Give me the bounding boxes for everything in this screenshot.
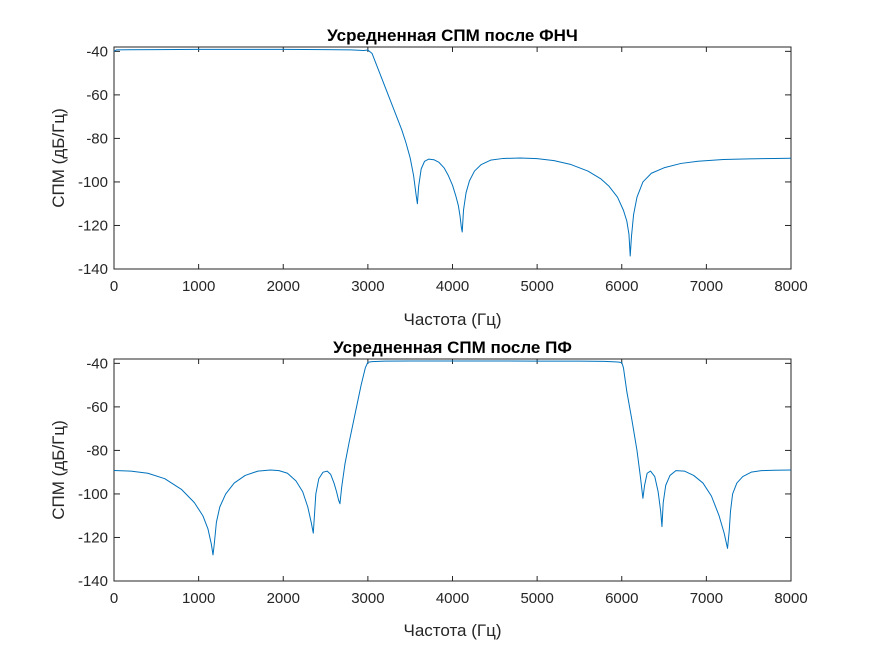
x-tick-label: 1000: [182, 278, 215, 295]
y-tick-label: -100: [78, 174, 108, 191]
lowpass-psd-plot: 0 1000 2000 3000 4000 5000 6000 7000 8000 -40 -60 -…: [49, 26, 808, 329]
x-tick-label: 0: [110, 278, 118, 295]
x-tick-label: 2000: [267, 590, 300, 607]
x-axis-label: Частота (Гц): [404, 310, 502, 329]
plot-area: [113, 358, 792, 582]
x-tick-label: 5000: [520, 278, 553, 295]
y-axis-label: СПМ (дБ/Гц): [49, 108, 68, 207]
x-tick-label: 0: [110, 590, 118, 607]
x-tick-label: 8000: [774, 590, 807, 607]
chart-title: Усредненная СПМ после ФНЧ: [327, 26, 578, 45]
y-tick-label: -60: [86, 399, 108, 416]
chart-title: Усредненная СПМ после ПФ: [333, 338, 572, 357]
y-axis-label: СПМ (дБ/Гц): [49, 420, 68, 519]
x-tick-label: 1000: [182, 590, 215, 607]
y-tick-label: -80: [86, 130, 108, 147]
x-tick-label: 7000: [690, 278, 723, 295]
x-tick-label: 7000: [690, 590, 723, 607]
x-tick-label: 5000: [520, 590, 553, 607]
ticks: 0 1000 2000 3000 4000 5000 6000 7000 8000 -40 -60 -…: [78, 43, 808, 295]
y-tick-label: -80: [86, 442, 108, 459]
y-tick-label: -140: [78, 573, 108, 590]
x-tick-label: 2000: [267, 278, 300, 295]
x-tick-label: 6000: [605, 590, 638, 607]
y-tick-label: -120: [78, 217, 108, 234]
y-tick-label: -140: [78, 261, 108, 278]
y-tick-label: -40: [86, 355, 108, 372]
y-tick-label: -40: [86, 43, 108, 60]
psd-line: [113, 360, 792, 556]
y-tick-label: -100: [78, 486, 108, 503]
x-tick-label: 3000: [351, 278, 384, 295]
x-tick-label: 4000: [436, 278, 469, 295]
x-axis-label: Частота (Гц): [404, 621, 502, 640]
y-tick-label: -120: [78, 529, 108, 546]
plot-area: [113, 46, 792, 270]
bandpass-psd-plot: 0 1000 2000 3000 4000 5000 6000 7000 8000 -40 -60 -…: [49, 338, 808, 640]
x-tick-label: 6000: [605, 278, 638, 295]
ticks: 0 1000 2000 3000 4000 5000 6000 7000 8000 -40 -60 -…: [78, 355, 808, 607]
y-tick-label: -60: [86, 87, 108, 104]
x-tick-label: 4000: [436, 590, 469, 607]
psd-line: [113, 48, 792, 257]
x-tick-label: 3000: [351, 590, 384, 607]
x-tick-label: 8000: [774, 278, 807, 295]
